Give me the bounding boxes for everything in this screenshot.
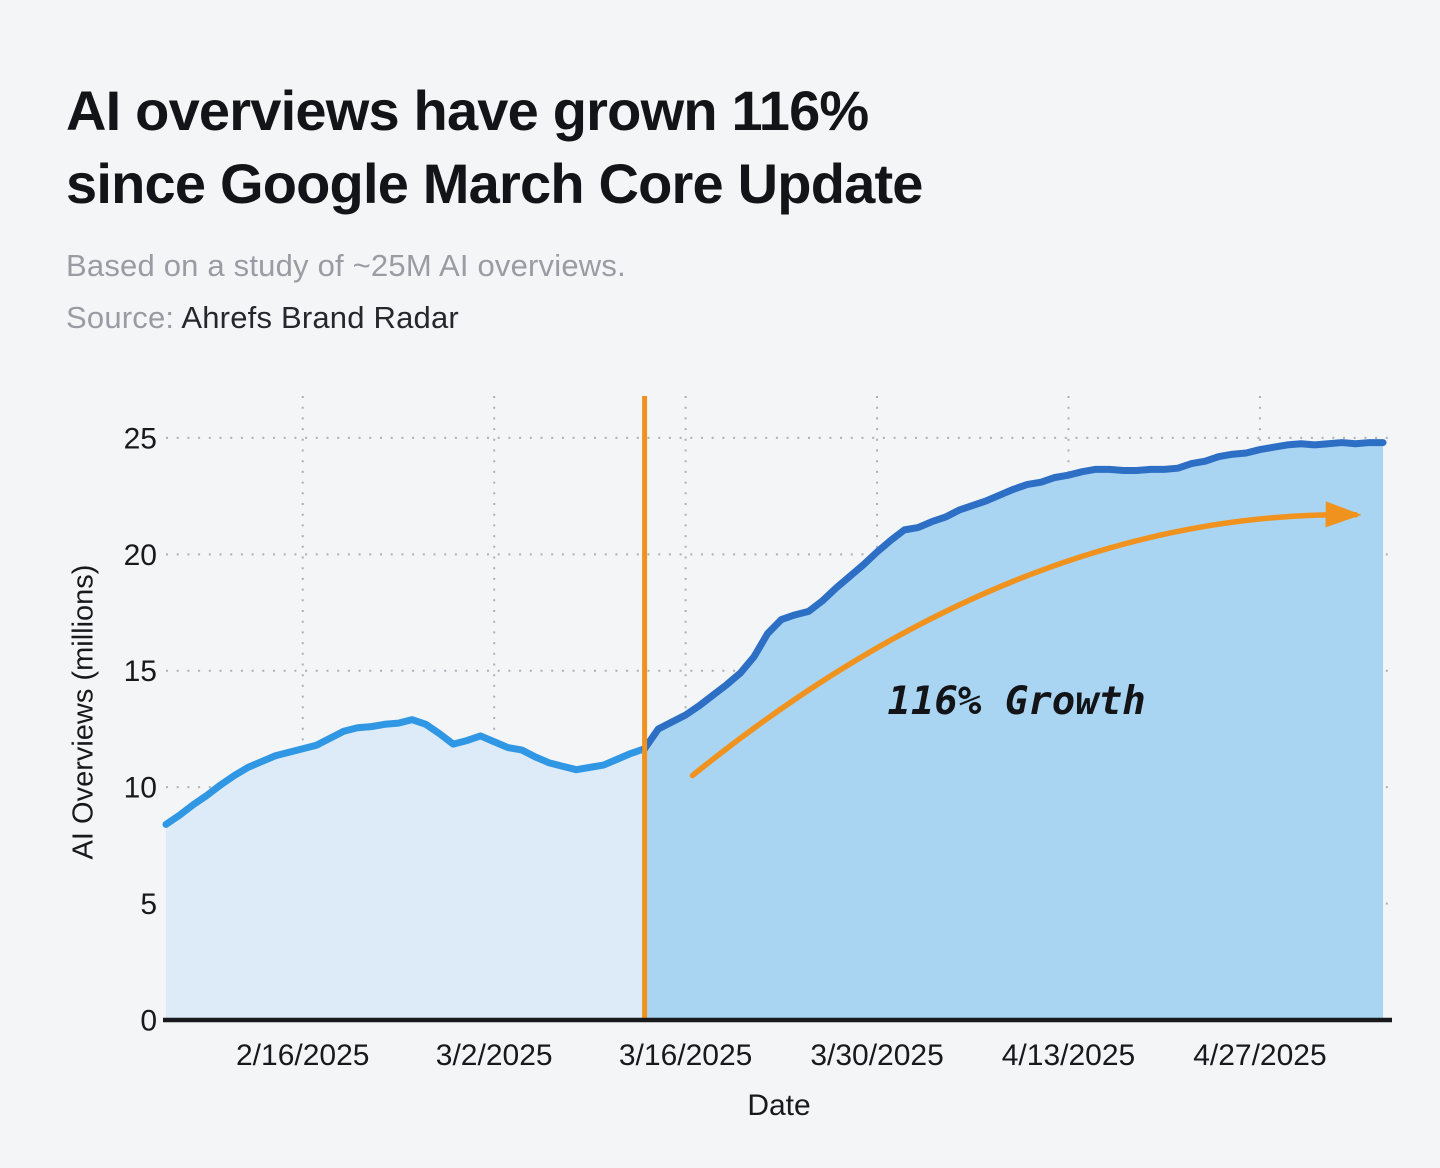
source-line: Source: Ahrefs Brand Radar — [66, 300, 923, 336]
x-tick-label: 2/16/2025 — [236, 1039, 369, 1072]
x-axis-title: Date — [747, 1089, 810, 1122]
x-tick-label: 3/2/2025 — [436, 1039, 553, 1072]
y-tick-label: 15 — [124, 655, 157, 688]
x-tick-label: 4/27/2025 — [1193, 1039, 1326, 1072]
y-tick-label: 25 — [124, 422, 157, 455]
x-tick-label: 4/13/2025 — [1002, 1039, 1135, 1072]
area-fill-after-update — [644, 442, 1383, 1019]
y-tick-label: 20 — [124, 539, 157, 572]
page-title: AI overviews have grown 116% since Googl… — [66, 74, 923, 220]
growth-annotation: 116% Growth — [887, 679, 1145, 724]
source-label: Source: — [66, 300, 175, 335]
y-tick-label: 10 — [124, 772, 157, 805]
series-line-after-update — [641, 439, 1387, 753]
chart-header: AI overviews have grown 116% since Googl… — [66, 74, 923, 336]
series-line-before-update — [162, 716, 649, 828]
title-line-1: AI overviews have grown 116% — [66, 79, 869, 142]
y-tick-label: 5 — [140, 888, 157, 921]
subtitle: Based on a study of ~25M AI overviews. — [66, 248, 626, 283]
x-tick-label: 3/30/2025 — [810, 1039, 943, 1072]
y-tick-label: 0 — [140, 1005, 157, 1038]
x-tick-label: 3/16/2025 — [619, 1039, 752, 1072]
growth-arrow-head — [1325, 501, 1362, 528]
source-value: Ahrefs Brand Radar — [174, 300, 459, 335]
growth-arrow-curve — [689, 511, 1359, 779]
area-fill-before-update — [166, 719, 645, 1018]
title-line-2: since Google March Core Update — [66, 152, 923, 215]
y-axis-title: AI Overviews (millions) — [68, 565, 100, 860]
